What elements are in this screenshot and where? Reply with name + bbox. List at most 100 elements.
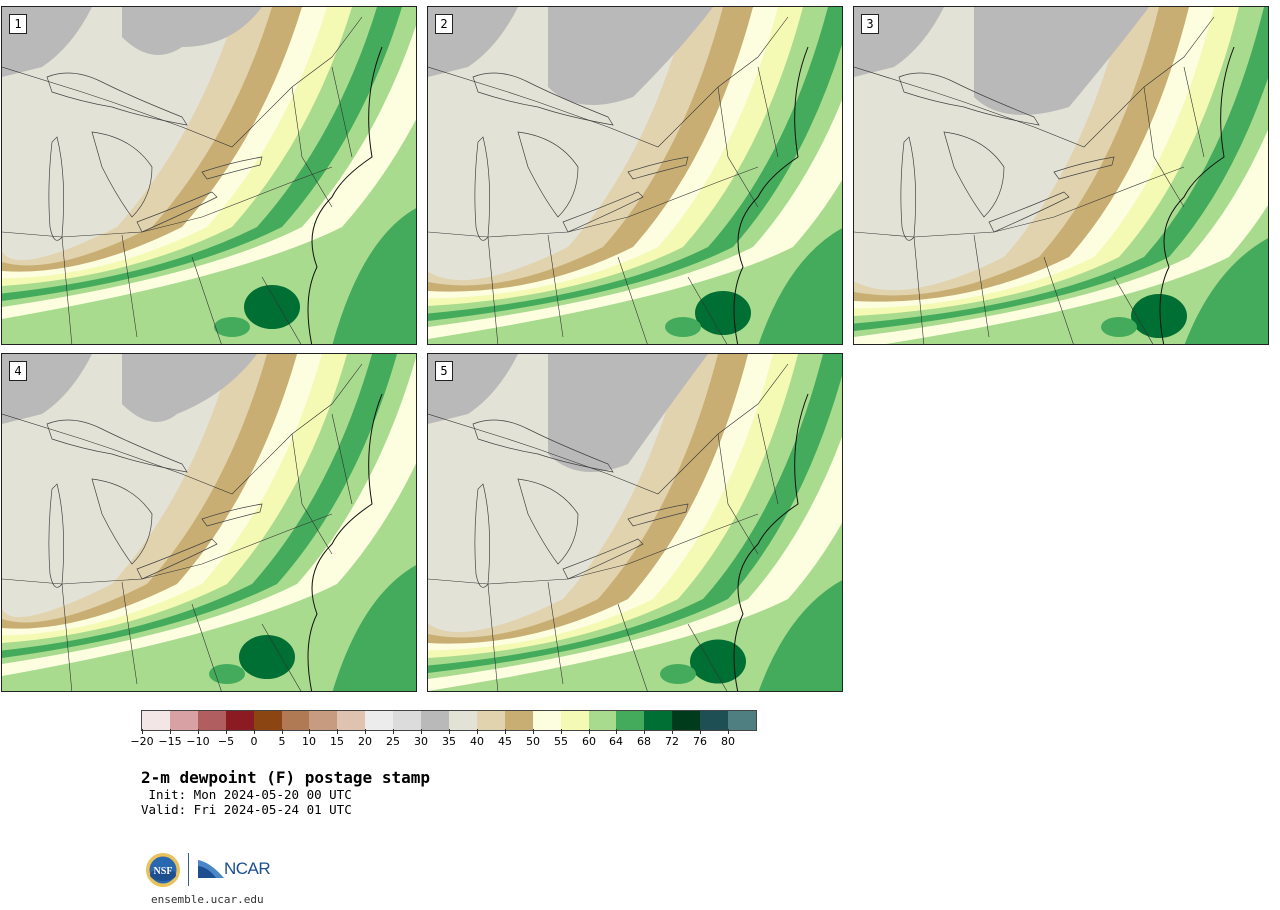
dry-air-patch [122,354,257,422]
colorbar-legend: −20 −15 −10 −5 0 5 10 15 20 25 30 35 40 45 50 55 60 64 68 7… [130,710,757,750]
colorbar-tick [309,729,310,734]
dewpoint-map-2 [428,7,842,344]
colorbar-tick-label: 80 [721,735,735,748]
colorbar-tick [282,729,283,734]
colorbar-tick-label: 40 [470,735,484,748]
country-border [2,16,363,148]
lake-superior-outline [898,72,1040,126]
lake-erie-outline [562,191,644,233]
coastline [307,46,383,344]
colorbar-tick-label: 0 [250,735,258,748]
moist-pocket [690,639,746,684]
title-block: 2-m dewpoint (F) postage stamp Init: Mon… [141,769,430,818]
lake-superior-outline [472,72,614,126]
colorbar-tick [365,729,366,734]
colorbar-tick [589,729,590,734]
logo-divider [188,853,189,886]
colorbar-tick-label: 64 [609,735,623,748]
colorbar-tick [337,729,338,734]
country-border [854,16,1215,148]
colorbar-tick [421,729,422,734]
colorbar-tick-label: 25 [386,735,400,748]
panel-number: 2 [435,14,453,34]
lake-huron-outline [91,131,153,218]
forecast-panel-5: 5 [427,353,843,692]
colorbar-tick-label: −10 [186,735,210,748]
state-border [428,166,759,238]
colorbar-tick [226,729,227,734]
colorbar-swatch [281,711,310,730]
colorbar-swatch [644,711,673,730]
ocean-moist-area [1184,238,1268,344]
lake-michigan-outline [900,136,917,241]
colorbar-swatch [616,711,645,730]
state-border [717,413,779,555]
colorbar-swatch [365,711,394,730]
colorbar-swatch [253,711,282,730]
lake-huron-outline [943,131,1005,218]
lake-ontario-outline [627,503,689,527]
valid-time: Valid: Fri 2024-05-24 01 UTC [141,802,352,817]
moist-pocket [1131,294,1187,338]
coastline [733,46,809,344]
lake-michigan-outline [48,136,65,241]
colorbar-tick [672,729,673,734]
ocean-moist-area [758,580,842,691]
forecast-panel-4: 4 [1,353,417,692]
moist-pocket [665,317,701,337]
colorbar-tick [254,729,255,734]
lake-ontario-outline [201,156,263,180]
dewpoint-map-4 [2,354,416,691]
colorbar-tick-label: −20 [130,735,154,748]
lake-huron-outline [91,478,153,565]
colorbar-tick-label: 68 [637,735,651,748]
lake-michigan-outline [474,136,491,241]
coastline [733,393,809,691]
colorbar-swatch [309,711,338,730]
colorbar-tick [533,729,534,734]
dry-air-patch [974,7,1149,115]
colorbar-tick [644,729,645,734]
moist-pocket [660,664,696,684]
colorbar-tick [728,729,729,734]
panel-number: 3 [861,14,879,34]
lake-erie-outline [988,191,1070,233]
colorbar-swatch [393,711,422,730]
colorbar-tick-label: 76 [693,735,707,748]
lake-erie-outline [562,538,644,580]
country-border [2,363,363,495]
ocean-moist-area [332,208,416,344]
panel-number: 5 [435,361,453,381]
colorbar-tick-label: 55 [554,735,568,748]
nsf-logo-text: NSF [154,866,173,877]
colorbar-tick-label: −5 [217,735,235,748]
colorbar-swatch [700,711,729,730]
colorbar-tick-label: 72 [665,735,679,748]
colorbar-swatch [169,711,198,730]
colorbar-swatch [421,711,449,730]
state-border [854,166,1185,238]
colorbar-tick-label: 20 [358,735,372,748]
state-border [428,513,759,585]
colorbar-swatch [142,711,170,730]
coastline [1159,46,1235,344]
panel-number: 1 [9,14,27,34]
colorbar-swatch [588,711,617,730]
colorbar-swatch [448,711,477,730]
colorbar-tick [393,729,394,734]
lake-ontario-outline [201,503,263,527]
site-url: ensemble.ucar.edu [151,893,264,906]
colorbar-tick-label: −15 [158,735,182,748]
state-border [291,413,353,555]
moist-pocket [209,664,245,684]
dewpoint-map-5 [428,354,842,691]
state-border [913,234,1154,344]
nsf-logo: NSF [146,853,180,887]
colorbar-tick-label: 60 [582,735,596,748]
dewpoint-map-3 [854,7,1268,344]
state-border [2,513,333,585]
colorbar-tick [449,729,450,734]
lake-ontario-outline [627,156,689,180]
lake-erie-outline [136,538,218,580]
state-border [2,166,333,238]
